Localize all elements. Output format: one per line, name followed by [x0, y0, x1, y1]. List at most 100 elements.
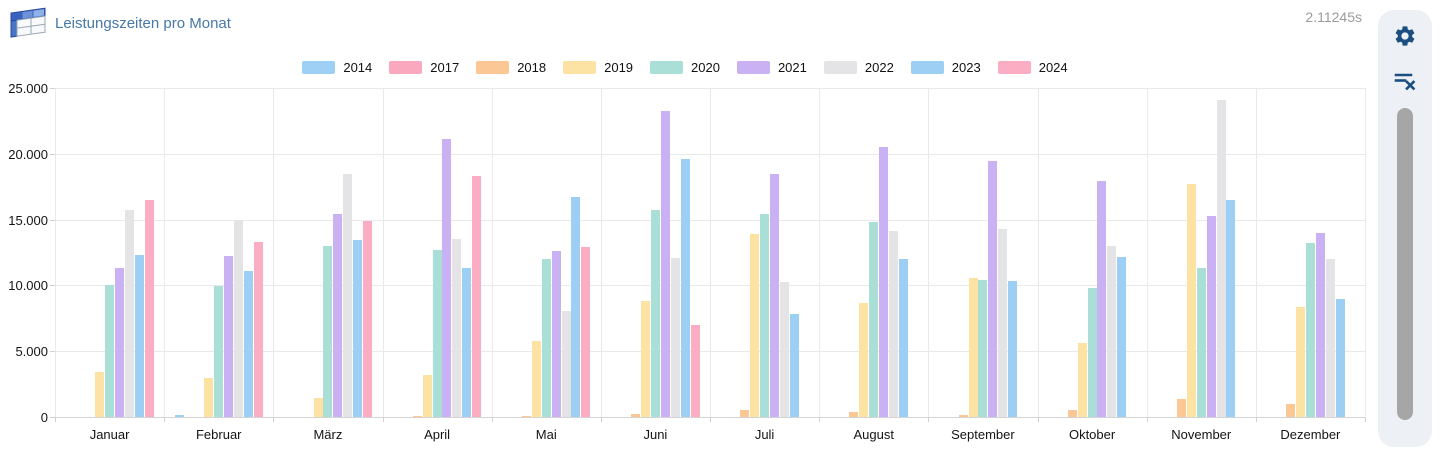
legend-item-2018[interactable]: 2018: [476, 60, 546, 75]
bar-2023-Februar[interactable]: [243, 270, 253, 417]
gear-icon: [1393, 24, 1417, 51]
bar-2020-Oktober[interactable]: [1087, 288, 1097, 417]
legend-item-2021[interactable]: 2021: [736, 60, 807, 75]
bar-2014-Februar[interactable]: [174, 415, 184, 417]
bar-2020-März[interactable]: [323, 245, 333, 417]
bar-2018-Juli[interactable]: [740, 410, 750, 417]
bar-2019-April[interactable]: [422, 374, 432, 417]
bar-2021-Februar[interactable]: [224, 255, 234, 417]
bar-2019-Juni[interactable]: [641, 301, 651, 417]
bar-2021-Juni[interactable]: [660, 111, 670, 417]
settings-button[interactable]: [1390, 22, 1420, 52]
bar-2021-September[interactable]: [988, 161, 998, 417]
bar-2020-April[interactable]: [432, 249, 442, 417]
bar-2020-September[interactable]: [978, 280, 988, 417]
bar-2024-März[interactable]: [363, 220, 373, 417]
bar-2021-Oktober[interactable]: [1097, 181, 1107, 417]
bar-2023-Januar[interactable]: [134, 255, 144, 417]
x-axis-label: April: [424, 427, 451, 442]
bar-2021-August[interactable]: [879, 147, 889, 417]
bar-2018-August[interactable]: [849, 411, 859, 417]
bar-2021-Mai[interactable]: [551, 250, 561, 417]
legend-item-2023[interactable]: 2023: [910, 60, 981, 75]
bar-2022-August[interactable]: [889, 231, 899, 417]
legend-item-2017[interactable]: 2017: [389, 60, 459, 75]
bar-2022-September[interactable]: [998, 229, 1008, 417]
bar-2020-Mai[interactable]: [541, 259, 551, 417]
bar-2024-Februar[interactable]: [253, 241, 263, 417]
legend-item-2014[interactable]: 2014: [302, 60, 372, 75]
bar-2022-Juni[interactable]: [670, 258, 680, 417]
bar-2019-Dezember[interactable]: [1296, 307, 1306, 417]
legend-item-2022[interactable]: 2022: [823, 60, 894, 75]
x-axis-tick: [928, 417, 930, 422]
bar-2019-Februar[interactable]: [204, 377, 214, 417]
bar-2023-Juli[interactable]: [789, 313, 799, 417]
bar-2021-Dezember[interactable]: [1315, 232, 1325, 417]
bar-2018-Mai[interactable]: [521, 415, 531, 417]
x-axis-label: Januar: [89, 427, 130, 442]
bar-2018-April[interactable]: [412, 415, 422, 417]
bar-2020-August[interactable]: [869, 222, 879, 417]
bar-2022-Oktober[interactable]: [1107, 245, 1117, 417]
clear-filter-button[interactable]: [1390, 66, 1420, 96]
x-axis-label: März: [313, 427, 343, 442]
bar-2020-Juni[interactable]: [650, 210, 660, 417]
bar-2024-Januar[interactable]: [144, 199, 154, 417]
bar-2018-September[interactable]: [958, 414, 968, 417]
bar-2022-November[interactable]: [1216, 99, 1226, 417]
bar-2020-Juli[interactable]: [760, 214, 770, 417]
y-axis-tick: [50, 351, 55, 353]
bar-2023-Juni[interactable]: [680, 159, 690, 417]
bar-2022-Januar[interactable]: [124, 209, 134, 417]
bar-2021-März[interactable]: [333, 214, 343, 417]
gridline-vertical: [1255, 88, 1257, 417]
x-axis-tick: [1037, 417, 1039, 422]
bar-2023-Mai[interactable]: [571, 197, 581, 417]
bar-2021-Januar[interactable]: [114, 267, 124, 417]
bar-2019-November[interactable]: [1186, 184, 1196, 417]
bar-2023-Dezember[interactable]: [1335, 298, 1345, 417]
bar-2022-Juli[interactable]: [779, 282, 789, 417]
bar-2019-September[interactable]: [968, 277, 978, 417]
bar-2019-Juli[interactable]: [750, 234, 760, 417]
filter-remove-icon: [1394, 69, 1416, 94]
bar-2021-Juli[interactable]: [769, 174, 779, 417]
bar-2022-Mai[interactable]: [561, 311, 571, 417]
legend-item-2020[interactable]: 2020: [650, 60, 720, 75]
scrollbar[interactable]: [1396, 106, 1414, 421]
bar-2022-Dezember[interactable]: [1325, 259, 1335, 417]
y-axis-tick: [50, 88, 55, 89]
bar-2023-April[interactable]: [462, 267, 472, 417]
bar-2024-Juni[interactable]: [690, 324, 700, 417]
bar-2019-Januar[interactable]: [95, 371, 105, 417]
bar-2021-April[interactable]: [442, 139, 452, 417]
bar-2018-Juni[interactable]: [631, 413, 641, 417]
bar-2022-Februar[interactable]: [234, 219, 244, 417]
bar-2019-Oktober[interactable]: [1077, 343, 1087, 417]
bar-2023-September[interactable]: [1008, 280, 1018, 417]
bar-2020-Februar[interactable]: [214, 286, 224, 417]
bar-2019-März[interactable]: [313, 397, 323, 417]
bar-2022-März[interactable]: [343, 174, 353, 417]
bar-2024-April[interactable]: [472, 175, 482, 417]
bar-2018-November[interactable]: [1176, 398, 1186, 417]
bar-2019-Mai[interactable]: [531, 340, 541, 417]
bar-2023-August[interactable]: [898, 259, 908, 417]
bar-2023-März[interactable]: [353, 239, 363, 417]
legend-item-2019[interactable]: 2019: [563, 60, 633, 75]
bar-2020-Dezember[interactable]: [1305, 242, 1315, 417]
bar-2023-Oktober[interactable]: [1117, 257, 1127, 417]
bar-2019-August[interactable]: [859, 303, 869, 417]
bar-2018-Dezember[interactable]: [1286, 404, 1296, 417]
bar-2020-November[interactable]: [1196, 267, 1206, 417]
bar-2024-Mai[interactable]: [581, 246, 591, 417]
bar-2023-November[interactable]: [1226, 199, 1236, 417]
bar-2018-Oktober[interactable]: [1067, 409, 1077, 417]
legend-item-2024[interactable]: 2024: [997, 60, 1068, 75]
scrollbar-thumb[interactable]: [1397, 108, 1413, 420]
bar-2020-Januar[interactable]: [105, 285, 115, 417]
bar-2022-April[interactable]: [452, 239, 462, 417]
bar-2021-November[interactable]: [1206, 215, 1216, 417]
